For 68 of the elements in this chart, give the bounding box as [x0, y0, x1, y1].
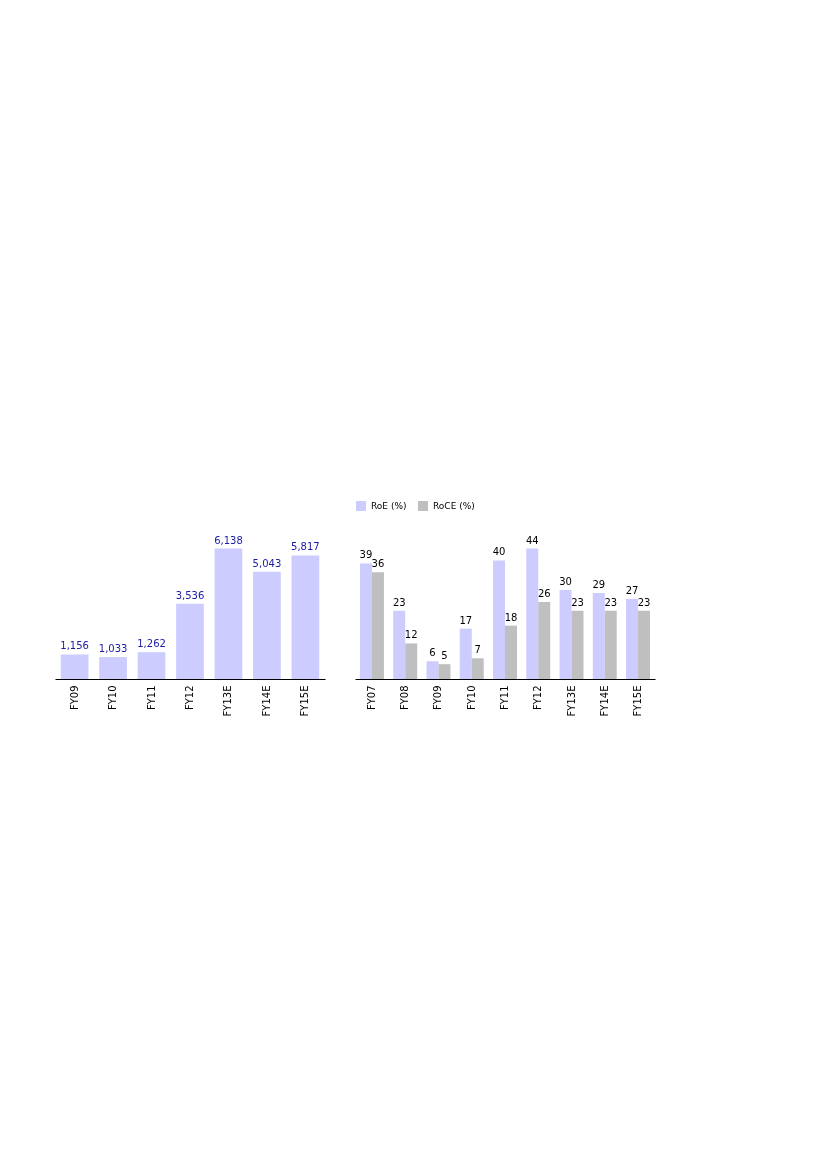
data-label: 6,138	[214, 534, 243, 546]
data-label: 23	[604, 596, 618, 608]
data-label: 23	[571, 596, 584, 608]
x-tick-label: FY15E	[632, 685, 644, 717]
data-label: 36	[371, 558, 385, 570]
x-tick-label: FY14E	[260, 685, 272, 717]
x-tick-label: FY09	[432, 685, 444, 711]
data-label: 5,817	[291, 541, 320, 553]
x-tick-label: FY12	[532, 685, 544, 711]
data-label: 17	[459, 614, 473, 626]
data-label: 18	[504, 611, 518, 623]
bar	[559, 590, 572, 679]
x-tick-label: FY10	[465, 685, 477, 711]
data-label: 6	[429, 647, 436, 659]
data-label: 29	[592, 579, 606, 591]
bar	[253, 571, 281, 679]
bar	[538, 601, 551, 679]
bar	[438, 664, 451, 679]
data-label: 3,536	[175, 589, 205, 601]
data-label: 1,262	[137, 638, 166, 650]
bar	[592, 593, 605, 679]
x-tick-label: FY13E	[565, 685, 577, 717]
bar	[459, 628, 472, 679]
data-label: 39	[359, 549, 373, 561]
bar	[526, 548, 539, 679]
x-tick-label: FY09	[68, 685, 80, 711]
bar	[493, 560, 505, 679]
x-tick-label: FY15E	[299, 685, 311, 717]
bar	[571, 610, 584, 679]
bar	[471, 658, 484, 679]
bar	[99, 657, 127, 679]
bar	[626, 598, 639, 679]
bar	[393, 610, 406, 679]
x-tick-label: FY10	[107, 685, 119, 711]
data-label: 5	[441, 650, 448, 662]
data-label: 23	[392, 596, 406, 608]
x-tick-label: FY13E	[222, 685, 234, 717]
bar	[60, 654, 89, 679]
legend-label: RoCE (%)	[433, 501, 475, 511]
data-label: 1,033	[98, 643, 128, 655]
x-tick-label: FY11	[499, 685, 510, 711]
x-tick-label: FY12	[184, 685, 195, 711]
x-tick-label: FY14E	[598, 685, 610, 717]
data-label: 23	[637, 596, 651, 608]
data-label: 44	[525, 534, 539, 546]
bar	[291, 555, 320, 679]
data-label: 12	[404, 629, 418, 641]
bar	[604, 610, 617, 679]
x-tick-label: FY08	[399, 685, 411, 711]
bar	[176, 603, 204, 679]
data-label: 40	[492, 546, 506, 558]
bar	[405, 643, 418, 679]
x-tick-label: FY11	[145, 685, 157, 711]
bar	[426, 661, 439, 679]
data-label: 5,043	[252, 557, 282, 569]
bar	[137, 652, 166, 679]
x-tick-label: FY07	[365, 685, 377, 711]
bar	[214, 548, 243, 679]
data-label: 27	[625, 584, 639, 596]
data-label: 7	[474, 644, 481, 656]
legend-label: RoE (%)	[371, 501, 407, 511]
bar	[359, 563, 372, 679]
data-label: 26	[537, 587, 551, 599]
bar	[638, 610, 651, 679]
bar	[505, 625, 517, 679]
bar	[371, 572, 384, 679]
data-label: 1,156	[60, 640, 89, 652]
data-label: 30	[559, 576, 572, 588]
